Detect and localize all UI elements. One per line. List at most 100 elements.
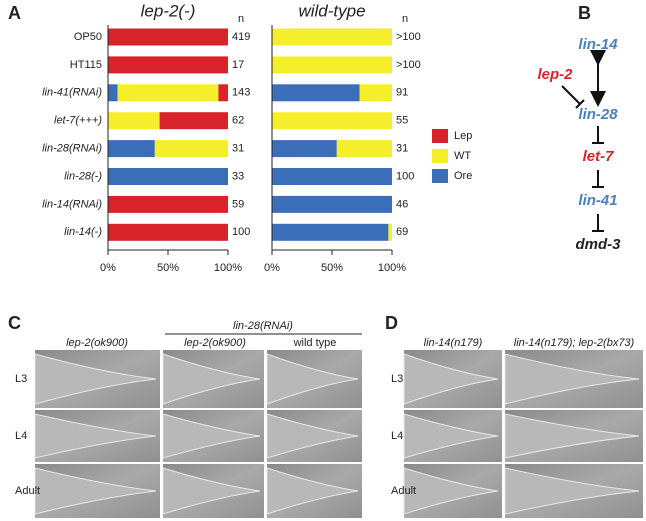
n-header: n — [402, 13, 408, 25]
n-label: 33 — [232, 170, 244, 182]
worm-tail — [34, 467, 157, 515]
row-label: L3 — [15, 373, 27, 385]
worm-tail — [403, 413, 499, 459]
worm-tail — [504, 467, 640, 515]
bar-segment — [108, 112, 160, 130]
bar-segment — [272, 195, 392, 213]
worm-tail — [403, 467, 499, 515]
bar-segment — [272, 112, 392, 130]
n-label: 55 — [396, 115, 408, 127]
bar-segment — [108, 84, 118, 102]
category-label: HT115 — [70, 59, 102, 71]
pathway-node: lep-2 — [537, 66, 573, 83]
x-tick-label: 0% — [264, 262, 280, 274]
bar-segment — [159, 112, 228, 130]
row-label: L4 — [391, 430, 403, 442]
bar-segment — [108, 168, 228, 185]
worm-tail — [266, 353, 359, 405]
row-label: L4 — [15, 430, 27, 442]
category-label: lin-14(-) — [64, 226, 102, 238]
category-label: lin-14(RNAi) — [42, 198, 102, 210]
n-label: 100 — [396, 170, 414, 182]
n-label: 100 — [232, 226, 250, 238]
x-tick-label: 50% — [157, 262, 179, 274]
row-label: Adult — [15, 485, 40, 497]
bar-segment — [154, 140, 228, 158]
bar-segment — [108, 140, 155, 158]
bar-segment — [108, 56, 228, 74]
category-label: let-7(+++) — [54, 115, 102, 127]
x-tick-label: 0% — [100, 262, 116, 274]
x-tick-label: 100% — [378, 262, 406, 274]
bar-segment — [108, 223, 228, 241]
pathway-node: dmd-3 — [576, 236, 622, 253]
bar-segment — [117, 84, 219, 102]
column-header: wild type — [293, 337, 337, 349]
n-label: 31 — [232, 143, 244, 155]
column-header: lep-2(ok900) — [184, 337, 246, 349]
n-label: 31 — [396, 143, 408, 155]
category-label: lin-41(RNAi) — [42, 87, 102, 99]
n-label: >100 — [396, 31, 421, 43]
legend-label: WT — [454, 150, 471, 162]
n-label: 46 — [396, 198, 408, 210]
n-label: 17 — [232, 59, 244, 71]
worm-tail — [504, 353, 640, 405]
panel-label: B — [578, 3, 591, 23]
column-header: lin-14(n179) — [424, 337, 483, 349]
chart-title: wild-type — [298, 1, 365, 20]
pathway-node: lin-28 — [578, 106, 618, 123]
x-tick-label: 100% — [214, 262, 242, 274]
worm-tail — [34, 353, 157, 405]
worm-tail — [266, 413, 359, 459]
bar-segment — [336, 140, 392, 158]
worm-tail — [504, 413, 640, 459]
n-label: 59 — [232, 198, 244, 210]
row-label: L3 — [391, 373, 403, 385]
bar-segment — [272, 56, 392, 74]
n-label: 419 — [232, 31, 250, 43]
panel-label: A — [8, 3, 21, 23]
category-label: lin-28(-) — [64, 170, 102, 182]
legend-label: Lep — [454, 130, 472, 142]
bar-segment — [359, 84, 392, 102]
n-label: 91 — [396, 87, 408, 99]
legend-swatch — [432, 169, 448, 183]
n-header: n — [238, 13, 244, 25]
x-tick-label: 50% — [321, 262, 343, 274]
bar-segment — [272, 168, 392, 185]
panel-label: D — [385, 313, 398, 333]
bar-segment — [108, 28, 228, 46]
bar-segment — [388, 223, 392, 241]
worm-tail — [266, 467, 359, 515]
worm-tail — [403, 353, 499, 405]
category-label: lin-28(RNAi) — [42, 143, 102, 155]
bar-segment — [272, 84, 360, 102]
bar-segment — [272, 28, 392, 46]
legend-label: Ore — [454, 170, 472, 182]
column-header: lep-2(ok900) — [66, 337, 128, 349]
pathway-node: lin-41 — [578, 192, 617, 209]
worm-tail — [162, 413, 261, 459]
n-label: 143 — [232, 87, 250, 99]
category-label: OP50 — [74, 31, 102, 43]
chart-title: lep-2(-) — [141, 1, 196, 20]
n-label: 69 — [396, 226, 408, 238]
bar-segment — [218, 84, 228, 102]
group-header: lin-28(RNAi) — [233, 320, 293, 332]
bar-segment — [108, 195, 228, 213]
pathway-node: let-7 — [583, 148, 615, 165]
legend-swatch — [432, 149, 448, 163]
n-label: 62 — [232, 115, 244, 127]
panel-label: C — [8, 313, 21, 333]
worm-tail — [162, 467, 261, 515]
pathway-arrows — [561, 50, 606, 232]
row-label: Adult — [391, 485, 416, 497]
column-header: lin-14(n179); lep-2(bx73) — [514, 337, 635, 349]
worm-tail — [34, 413, 157, 459]
n-label: >100 — [396, 59, 421, 71]
bar-segment — [272, 140, 337, 158]
worm-tail — [162, 353, 261, 405]
